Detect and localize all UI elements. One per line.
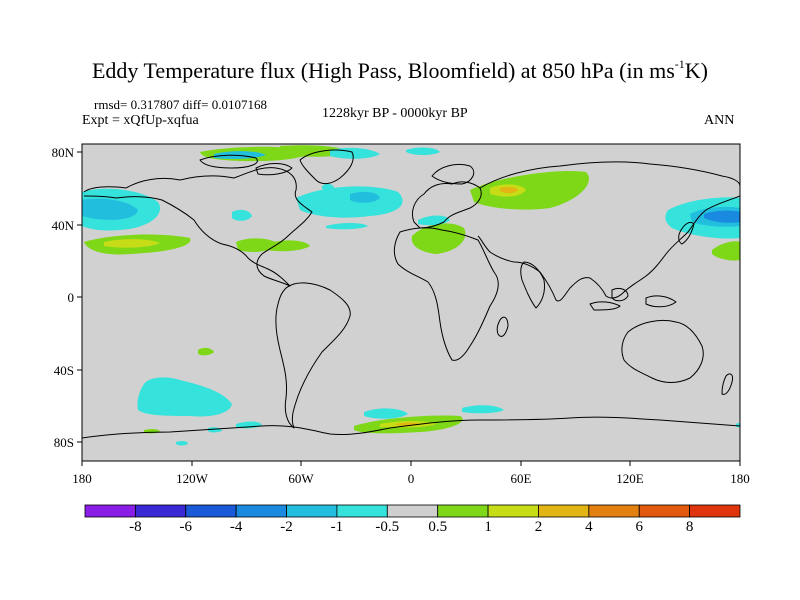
coast-arctic-islands-2	[255, 163, 293, 176]
contour-blob	[104, 239, 160, 248]
colorbar-swatch	[588, 504, 640, 518]
x-tick-label: 180	[730, 471, 750, 486]
coast-greenland	[299, 149, 354, 185]
coast-australia	[621, 319, 704, 383]
y-tick-label: 0	[68, 290, 75, 305]
contour-blob	[411, 223, 466, 254]
y-tick-label: 80N	[52, 145, 75, 160]
y-tick-label: 40N	[52, 218, 75, 233]
colorbar-label: 8	[685, 519, 694, 535]
coast-scandinavia	[431, 163, 475, 185]
y-tick-label: 40S	[54, 363, 74, 378]
colorbar-swatch	[689, 504, 741, 518]
contour-blob	[364, 408, 408, 419]
colorbar-swatch	[134, 504, 187, 518]
colorbar	[84, 504, 741, 518]
contour-blob	[406, 147, 440, 155]
colorbar-label: -6	[179, 519, 193, 535]
contour-blob	[232, 209, 252, 221]
coast-africa	[393, 227, 499, 361]
contour-blob	[266, 240, 310, 252]
colorbar-swatch	[84, 504, 136, 518]
contour-blob	[500, 186, 518, 194]
x-tick-label: 120E	[616, 471, 644, 486]
colorbar-label: -0.5	[375, 519, 400, 535]
colorbar-swatch	[286, 504, 338, 518]
coast-borneo	[611, 287, 629, 302]
coast-indonesia	[589, 301, 621, 311]
experiment-label: Expt = xQfUp-xqfua	[82, 113, 199, 128]
contour-blob	[137, 377, 232, 417]
colorbar-label: -8	[129, 519, 142, 535]
time-period: 1228kyr BP - 0000kyr BP	[322, 106, 468, 121]
coast-madagascar	[496, 316, 509, 337]
plot-title-superscript: -1	[674, 56, 685, 71]
plot-title: Eddy Temperature flux (High Pass, Bloomf…	[0, 56, 800, 84]
colorbar-label: 4	[585, 519, 593, 535]
anomaly-contours	[82, 145, 740, 446]
colorbar-swatch	[336, 504, 388, 518]
coast-new-zealand	[721, 373, 733, 395]
y-axis-labels: 80N 40N 0 40S 80S	[52, 145, 75, 450]
contour-blob	[470, 170, 589, 210]
colorbar-swatch	[185, 504, 237, 518]
colorbar-swatch	[487, 504, 539, 518]
contour-blob	[198, 347, 214, 356]
coast-south-america	[275, 282, 351, 429]
coast-north-america	[83, 167, 313, 287]
colorbar-label: -1	[330, 519, 344, 535]
x-tick-label: 60W	[288, 471, 314, 486]
coast-europe	[411, 181, 482, 229]
axis-ticks	[77, 151, 741, 466]
contour-blob	[82, 198, 138, 220]
contour-blob	[350, 191, 380, 203]
colorbar-swatch	[386, 504, 439, 518]
colorbar-swatch	[235, 504, 287, 518]
plot-title-main: Eddy Temperature flux (High Pass, Bloomf…	[91, 58, 675, 83]
x-tick-label: 120W	[176, 471, 209, 486]
coast-antarctica	[82, 416, 740, 439]
coast-india	[520, 261, 545, 309]
coast-asia	[477, 161, 740, 302]
x-tick-label: 60E	[511, 471, 532, 486]
colorbar-label: 0.5	[428, 519, 448, 535]
colorbar-swatch	[638, 504, 691, 518]
contour-blob	[462, 405, 504, 414]
x-tick-label: 180	[72, 471, 92, 486]
coast-arctic-islands	[199, 154, 258, 169]
coast-japan	[678, 221, 695, 245]
colorbar-label: 1	[484, 519, 492, 535]
colorbar-label: -4	[229, 519, 243, 535]
colorbar-label: 2	[534, 519, 543, 535]
colorbar-swatch	[538, 504, 590, 518]
y-tick-label: 80S	[54, 435, 74, 450]
colorbar-swatch	[437, 504, 489, 518]
contour-blob	[704, 210, 740, 223]
contour-blob	[712, 241, 740, 261]
contour-blob	[326, 223, 368, 230]
colorbar-label: -2	[280, 519, 293, 535]
rmsd-stats: rmsd= 0.317807 diff= 0.0107168	[94, 97, 267, 112]
season-label: ANN	[704, 113, 735, 128]
coast-new-guinea	[645, 295, 677, 308]
coastlines	[82, 149, 740, 439]
colorbar-label: 6	[635, 519, 643, 535]
x-tick-label: 0	[408, 471, 415, 486]
plot-title-end: K)	[684, 58, 708, 83]
x-axis-labels: 180 120W 60W 0 60E 120E 180	[72, 471, 750, 486]
contour-blob	[176, 440, 188, 446]
